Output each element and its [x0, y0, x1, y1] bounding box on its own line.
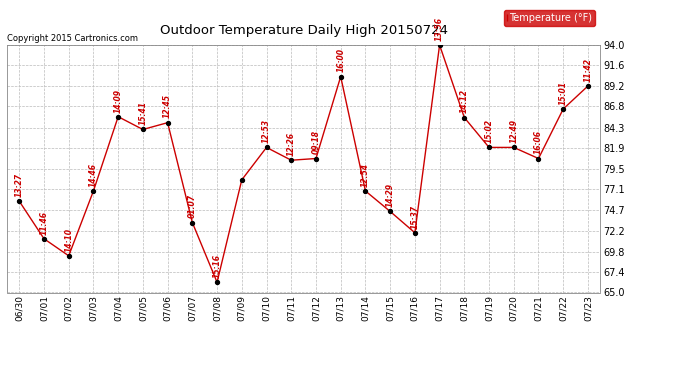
Point	[484, 144, 495, 150]
Text: 12:53: 12:53	[262, 119, 271, 143]
Text: 16:00: 16:00	[336, 48, 345, 72]
Text: 14:12: 14:12	[460, 89, 469, 113]
Text: 15:01: 15:01	[559, 81, 568, 105]
Point	[261, 144, 272, 150]
Point	[509, 144, 520, 150]
Point	[14, 198, 25, 204]
Point	[558, 106, 569, 112]
Text: 01:07: 01:07	[188, 194, 197, 218]
Text: 14:29: 14:29	[386, 183, 395, 207]
Point	[88, 188, 99, 194]
Point	[310, 156, 322, 162]
Point	[335, 74, 346, 80]
Text: 15:16: 15:16	[213, 254, 221, 278]
Text: 12:45: 12:45	[163, 94, 172, 118]
Text: 15:02: 15:02	[484, 119, 493, 143]
Text: 13:56: 13:56	[435, 17, 444, 41]
Text: 16:06: 16:06	[534, 130, 543, 154]
Text: 09:18: 09:18	[311, 130, 320, 154]
Point	[434, 42, 445, 48]
Text: 11:42: 11:42	[584, 58, 593, 82]
Text: 13:27: 13:27	[14, 173, 23, 197]
Point	[212, 279, 223, 285]
Point	[286, 157, 297, 163]
Point	[582, 83, 593, 89]
Legend: Temperature (°F): Temperature (°F)	[504, 10, 595, 26]
Point	[63, 253, 75, 259]
Point	[112, 114, 124, 120]
Point	[360, 188, 371, 194]
Text: 12:49: 12:49	[509, 119, 518, 143]
Title: Outdoor Temperature Daily High 20150724: Outdoor Temperature Daily High 20150724	[159, 24, 448, 38]
Point	[137, 126, 148, 132]
Point	[384, 209, 395, 214]
Point	[236, 177, 247, 183]
Text: 11:46: 11:46	[39, 211, 48, 235]
Text: 14:10: 14:10	[64, 228, 73, 252]
Point	[162, 120, 173, 126]
Text: 12:54: 12:54	[361, 163, 370, 187]
Text: 12:26: 12:26	[287, 132, 296, 156]
Text: 14:46: 14:46	[89, 163, 98, 187]
Point	[187, 219, 198, 225]
Point	[533, 156, 544, 162]
Point	[409, 230, 420, 236]
Point	[459, 114, 470, 120]
Text: Copyright 2015 Cartronics.com: Copyright 2015 Cartronics.com	[7, 34, 138, 43]
Text: 15:37: 15:37	[411, 205, 420, 229]
Text: 15:41: 15:41	[139, 101, 148, 125]
Point	[39, 236, 50, 242]
Text: 14:09: 14:09	[114, 88, 123, 112]
